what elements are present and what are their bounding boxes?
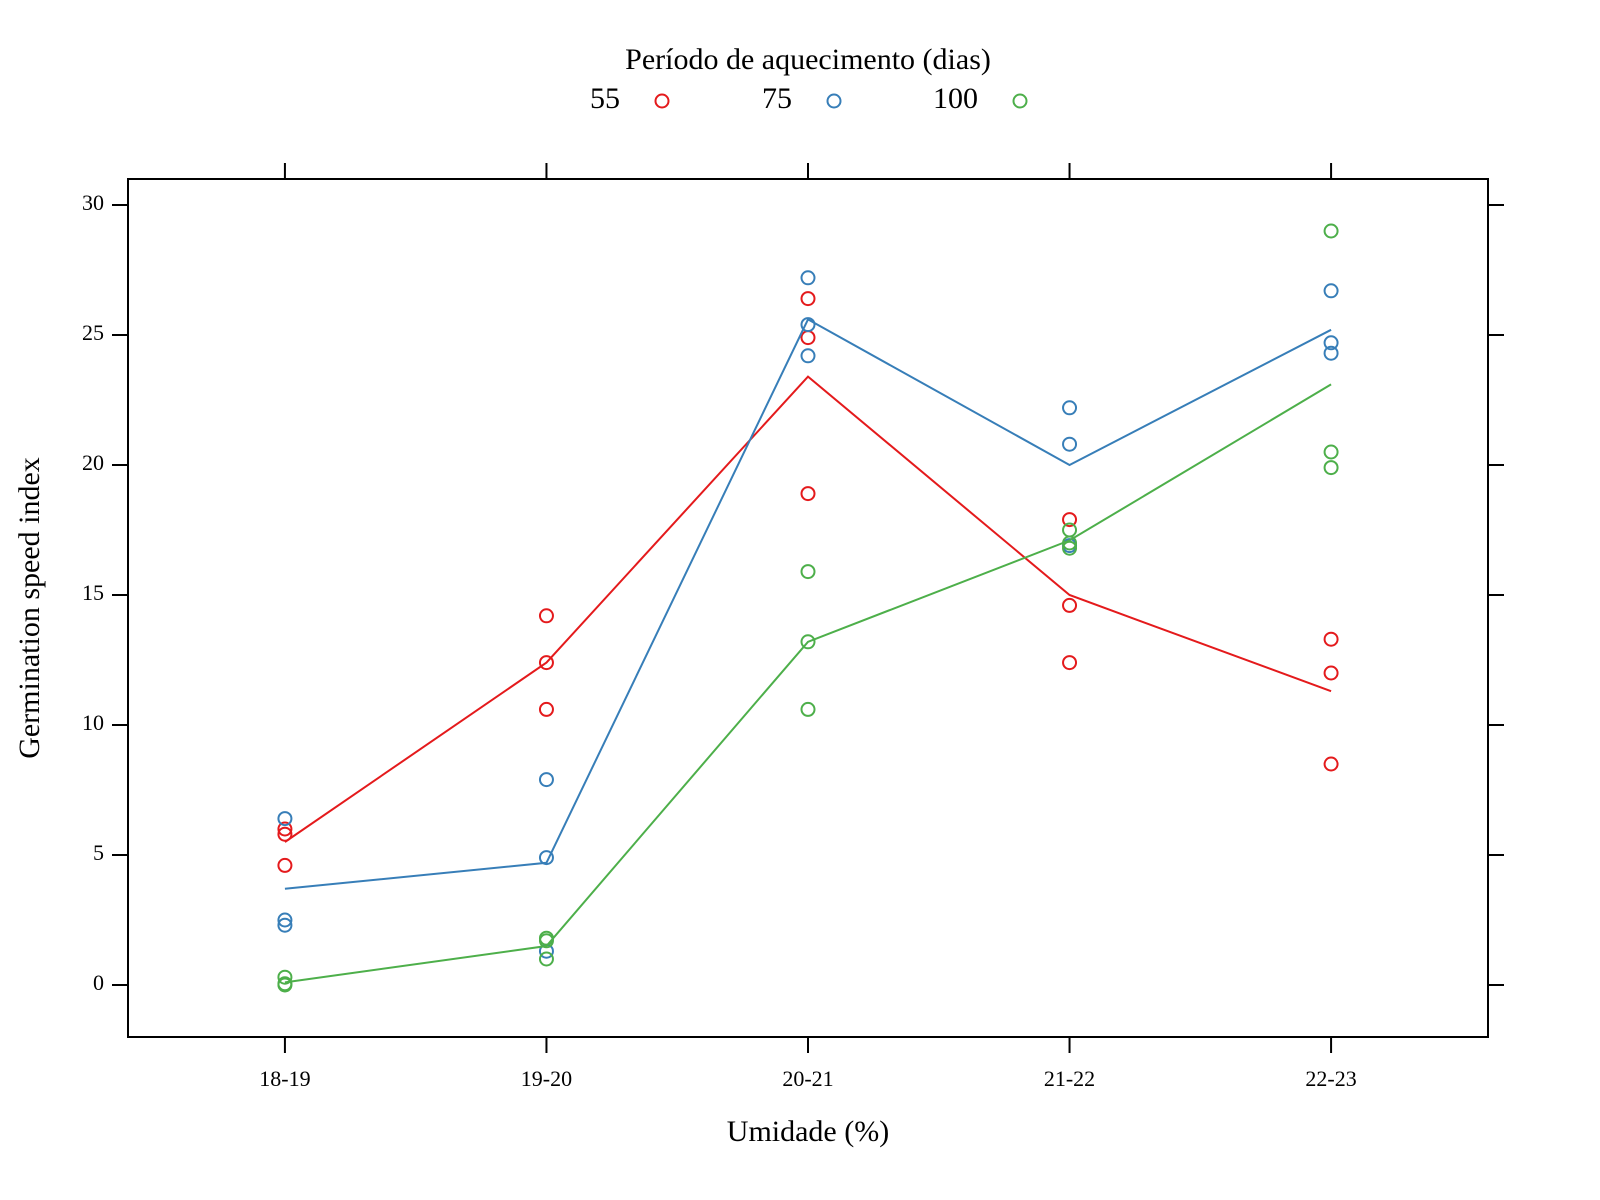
- legend-label: 55: [590, 82, 620, 115]
- data-point: [800, 564, 816, 580]
- y-tick-label: 25: [82, 320, 104, 345]
- data-point: [1062, 436, 1078, 452]
- legend-swatch: [654, 93, 670, 109]
- data-point: [277, 912, 293, 928]
- data-point: [800, 317, 816, 333]
- data-point: [800, 701, 816, 717]
- data-point: [277, 821, 293, 837]
- mean-line: [284, 318, 1332, 890]
- data-point: [538, 951, 554, 967]
- mean-line: [284, 375, 1332, 843]
- data-point: [277, 857, 293, 873]
- data-point: [1062, 655, 1078, 671]
- data-point: [277, 826, 293, 842]
- y-tick-label: 30: [82, 190, 104, 215]
- legend-label: 75: [762, 82, 792, 115]
- data-point: [1062, 540, 1078, 556]
- data-point: [1062, 400, 1078, 416]
- data-point: [1323, 283, 1339, 299]
- data-point: [538, 933, 554, 949]
- data-point: [1323, 756, 1339, 772]
- data-point: [1323, 223, 1339, 239]
- x-tick-label: 22-23: [1305, 1066, 1356, 1091]
- data-point: [1062, 597, 1078, 613]
- x-tick-label: 18-19: [259, 1066, 310, 1091]
- y-axis-title: Germination speed index: [13, 457, 46, 759]
- data-point: [1323, 631, 1339, 647]
- data-point: [800, 291, 816, 307]
- y-tick-label: 15: [82, 580, 104, 605]
- x-tick-label: 19-20: [521, 1066, 572, 1091]
- data-point: [1062, 512, 1078, 528]
- legend-swatch: [826, 93, 842, 109]
- data-point: [538, 772, 554, 788]
- data-point: [538, 608, 554, 624]
- x-tick-label: 21-22: [1044, 1066, 1095, 1091]
- data-point: [277, 977, 293, 993]
- data-point: [538, 850, 554, 866]
- legend-title: Período de aquecimento (dias): [625, 43, 991, 76]
- y-tick-label: 20: [82, 450, 104, 475]
- x-axis-title: Umidade (%): [727, 1115, 889, 1148]
- data-point: [277, 811, 293, 827]
- legend-label: 100: [933, 82, 978, 115]
- y-tick-label: 0: [93, 970, 104, 995]
- data-point: [277, 917, 293, 933]
- data-point: [1323, 345, 1339, 361]
- mean-line: [284, 383, 1332, 984]
- x-tick-label: 20-21: [782, 1066, 833, 1091]
- legend-swatch: [1012, 93, 1028, 109]
- y-tick-label: 5: [93, 840, 104, 865]
- data-point: [800, 348, 816, 364]
- data-point: [1323, 335, 1339, 351]
- data-point: [1323, 444, 1339, 460]
- data-point: [277, 969, 293, 985]
- y-tick-label: 10: [82, 710, 104, 735]
- data-point: [538, 655, 554, 671]
- data-point: [1323, 665, 1339, 681]
- data-point: [800, 270, 816, 286]
- data-point: [800, 634, 816, 650]
- data-point: [800, 486, 816, 502]
- data-point: [1323, 460, 1339, 476]
- data-point: [538, 701, 554, 717]
